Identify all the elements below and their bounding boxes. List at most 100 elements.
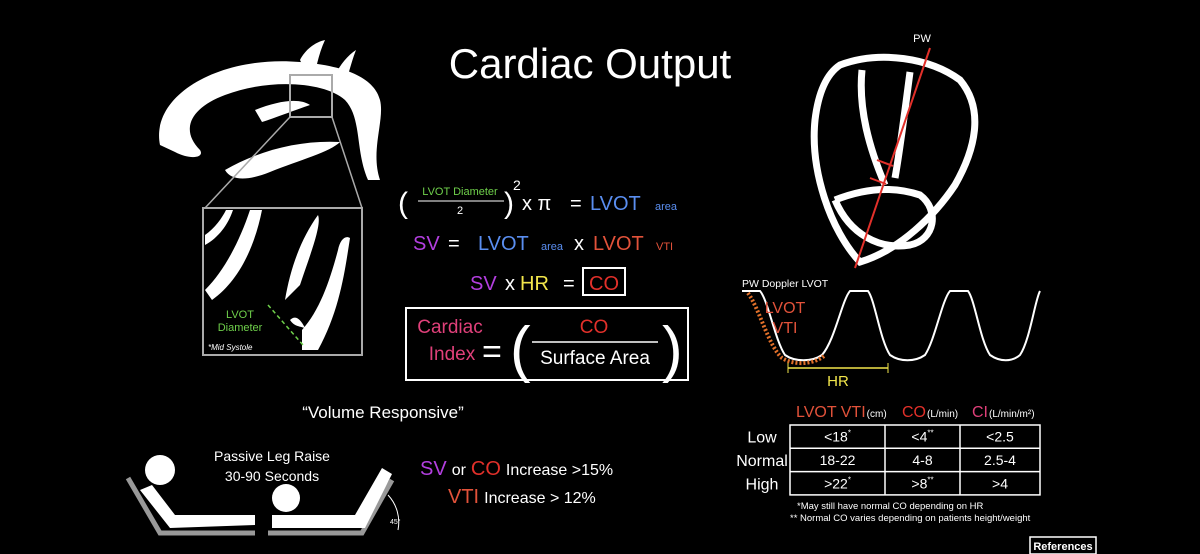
- shape: [831, 186, 936, 250]
- denominator: 2: [457, 205, 463, 217]
- lvot: LVOT: [590, 193, 641, 215]
- equals: =: [448, 233, 460, 255]
- lvot-diameter-line: [267, 304, 304, 346]
- cell-value: 18-22: [820, 452, 856, 468]
- table-frame: [789, 424, 1041, 496]
- row-label: Low: [747, 430, 777, 447]
- co: CO: [589, 273, 619, 295]
- footnote: *May still have normal CO depending on H…: [797, 501, 984, 512]
- lvot: LVOT: [478, 233, 529, 255]
- zoom-line: [331, 116, 363, 209]
- table-cell: 4-8: [912, 452, 932, 468]
- column-name: CI: [972, 404, 988, 421]
- footnote: ** Normal CO varies depending on patient…: [790, 513, 1031, 524]
- row-label: Normal: [736, 453, 788, 470]
- shape: [857, 69, 889, 187]
- column-unit: (L/min): [927, 409, 958, 420]
- lvot-label: LVOT: [226, 309, 254, 321]
- zoom-line: [204, 116, 291, 209]
- lvot: LVOT: [593, 233, 644, 255]
- plax-heart: [159, 40, 382, 180]
- paren: ): [662, 315, 683, 384]
- shape: [268, 478, 395, 536]
- vti-trace: [746, 291, 826, 365]
- column-name: CO: [902, 404, 926, 421]
- equals: =: [570, 193, 582, 215]
- table-cell: <18*: [824, 429, 851, 445]
- title: Cardiac Output: [449, 40, 732, 87]
- column-unit: (L/min/m²): [989, 409, 1035, 420]
- cell-note: *: [848, 429, 851, 438]
- shape: [159, 61, 382, 180]
- plr-label: 30-90 Seconds: [225, 468, 319, 484]
- column-header: CO(L/min): [902, 404, 958, 421]
- ci-formula: Cardiac Index = ( ) CO Surface Area: [405, 307, 689, 384]
- lvot-label: Diameter: [218, 322, 263, 334]
- shape: [285, 215, 319, 300]
- table-cell: <4**: [911, 429, 933, 445]
- cell-value: 2.5-4: [984, 452, 1016, 468]
- shape: [335, 50, 356, 95]
- plr-label: Passive Leg Raise: [214, 448, 330, 464]
- table-cell: >22*: [824, 475, 851, 491]
- shape: [387, 494, 400, 531]
- shape: [125, 476, 255, 536]
- times: x: [574, 233, 584, 255]
- sub: VTI: [656, 241, 673, 253]
- cell-value: <2.5: [986, 429, 1014, 445]
- vti: VTI: [448, 486, 479, 508]
- ci-label: Cardiac: [417, 317, 482, 338]
- shape: [225, 141, 340, 179]
- shape: [145, 455, 175, 485]
- cell-value: 4-8: [912, 452, 932, 468]
- exponent: 2: [513, 177, 521, 193]
- area-formula: ( LVOT Diameter 2 ) 2 x π = LVOT area: [398, 177, 678, 220]
- shape: [255, 100, 310, 122]
- sub: area: [541, 241, 564, 253]
- shape: [810, 53, 979, 266]
- shape: [302, 237, 350, 350]
- criterion: SV or CO Increase >15%: [420, 458, 613, 480]
- sv: SV: [413, 233, 440, 255]
- plr-figure: [125, 455, 400, 536]
- inset-note: *Mid Systole: [208, 343, 253, 352]
- reference-table: LVOT VTI(cm) CO(L/min) CI(L/min/m²) Low <18*…: [736, 404, 1041, 524]
- sv: SV: [420, 458, 447, 480]
- gate: [869, 177, 887, 185]
- column-header: LVOT VTI(cm): [796, 404, 887, 421]
- co-formula: SV x HR = CO: [470, 267, 626, 296]
- sub: area: [655, 201, 678, 213]
- numerator: LVOT Diameter: [422, 186, 498, 198]
- shape: [290, 317, 305, 328]
- table-cell: 18-22: [820, 452, 856, 468]
- references-button[interactable]: [1029, 536, 1097, 554]
- or: or: [452, 462, 467, 479]
- paren: (: [398, 187, 408, 220]
- times: x: [505, 273, 515, 295]
- ci-box: [405, 307, 689, 381]
- sv: SV: [470, 273, 497, 295]
- hr-label: HR: [827, 373, 849, 390]
- criterion-text: Increase > 12%: [484, 490, 596, 507]
- column-name: LVOT VTI: [796, 404, 866, 421]
- times-pi: x π: [522, 193, 551, 215]
- shape: [272, 468, 392, 528]
- gate: [876, 159, 894, 167]
- zoom-box: [289, 74, 333, 118]
- doppler-title: PW Doppler LVOT: [742, 278, 829, 290]
- references-button-label[interactable]: References: [1033, 541, 1092, 553]
- shape: [300, 40, 325, 85]
- cell-note: **: [927, 475, 933, 484]
- column-header: CI(L/min/m²): [972, 404, 1035, 421]
- inset-anatomy: [205, 210, 350, 350]
- cell-note: **: [927, 429, 933, 438]
- doppler-waveform: [742, 290, 1041, 362]
- criterion-text: Increase >15%: [506, 462, 613, 479]
- table-cell: 2.5-4: [984, 452, 1016, 468]
- paren: ): [504, 187, 514, 220]
- co-box: [582, 267, 626, 296]
- equals: =: [482, 333, 502, 371]
- vti-label: VTI: [773, 320, 798, 337]
- table-cell: <2.5: [986, 429, 1014, 445]
- shape: [140, 485, 255, 528]
